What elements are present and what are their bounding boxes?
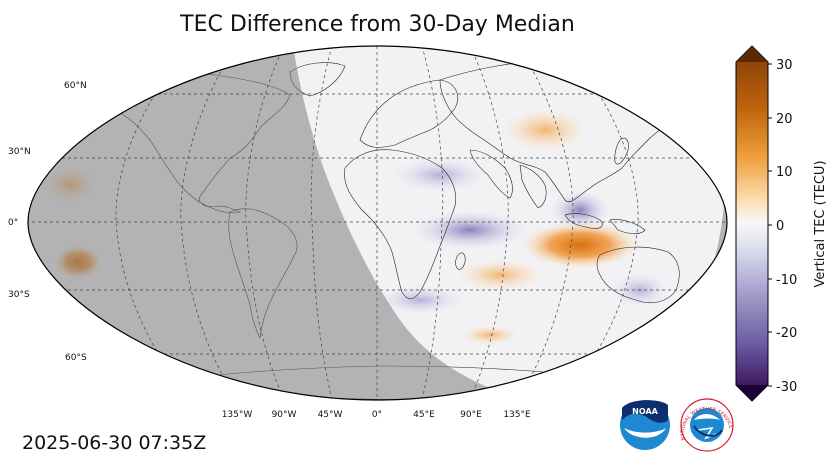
negative-anomaly-region	[375, 285, 465, 315]
negative-anomaly-region	[550, 190, 610, 230]
colorbar-tick: -10	[776, 273, 797, 288]
positive-anomaly-region	[460, 325, 520, 345]
noaa-logo: NOAA	[620, 400, 670, 450]
lat-label-0: 0°	[8, 218, 18, 228]
colorbar-bar	[735, 45, 769, 402]
lon-label-135e: 135°E	[503, 410, 531, 420]
lon-label-45w: 45°W	[318, 410, 343, 420]
positive-anomaly-region	[500, 108, 590, 152]
colorbar-tick: 0	[776, 219, 784, 234]
lon-label-90w: 90°W	[272, 410, 297, 420]
lon-label-45e: 45°E	[413, 410, 435, 420]
map-title: TEC Difference from 30-Day Median	[180, 12, 575, 37]
colorbar-tick: 10	[776, 165, 793, 180]
lon-label-0: 0°	[372, 410, 382, 420]
colorbar-tick: 30	[776, 58, 793, 73]
lat-label-60s: 60°S	[65, 353, 87, 363]
positive-anomaly-region	[520, 221, 640, 269]
globe-outline	[27, 45, 728, 401]
negative-anomaly-region	[390, 157, 490, 193]
colorbar-label: Vertical TEC (TECU)	[813, 160, 828, 287]
colorbar: 30 20 10 0 -10 -20 -30 Vertical TEC (TEC…	[735, 45, 828, 402]
positive-anomaly-region	[455, 259, 545, 291]
globe	[28, 46, 727, 400]
lon-label-90e: 90°E	[460, 410, 482, 420]
colorbar-max-arrow	[736, 46, 768, 62]
negative-anomaly-region	[410, 210, 530, 250]
lat-label-30s: 30°S	[8, 290, 30, 300]
noaa-logo-text: NOAA	[632, 407, 658, 416]
colorbar-tick-marks	[768, 63, 772, 387]
colorbar-tick: -30	[776, 380, 797, 395]
colorbar-min-arrow	[736, 385, 768, 401]
timestamp: 2025-06-30 07:35Z	[22, 432, 207, 454]
nws-logo: NATIONAL WEATHER SERVICE	[680, 398, 734, 452]
colorbar-tick: 20	[776, 112, 793, 127]
lon-label-135w: 135°W	[222, 410, 253, 420]
lat-label-30n: 30°N	[8, 147, 31, 157]
lat-label-60n: 60°N	[64, 81, 87, 91]
colorbar-tick: -20	[776, 326, 797, 341]
night-shading	[28, 46, 560, 400]
